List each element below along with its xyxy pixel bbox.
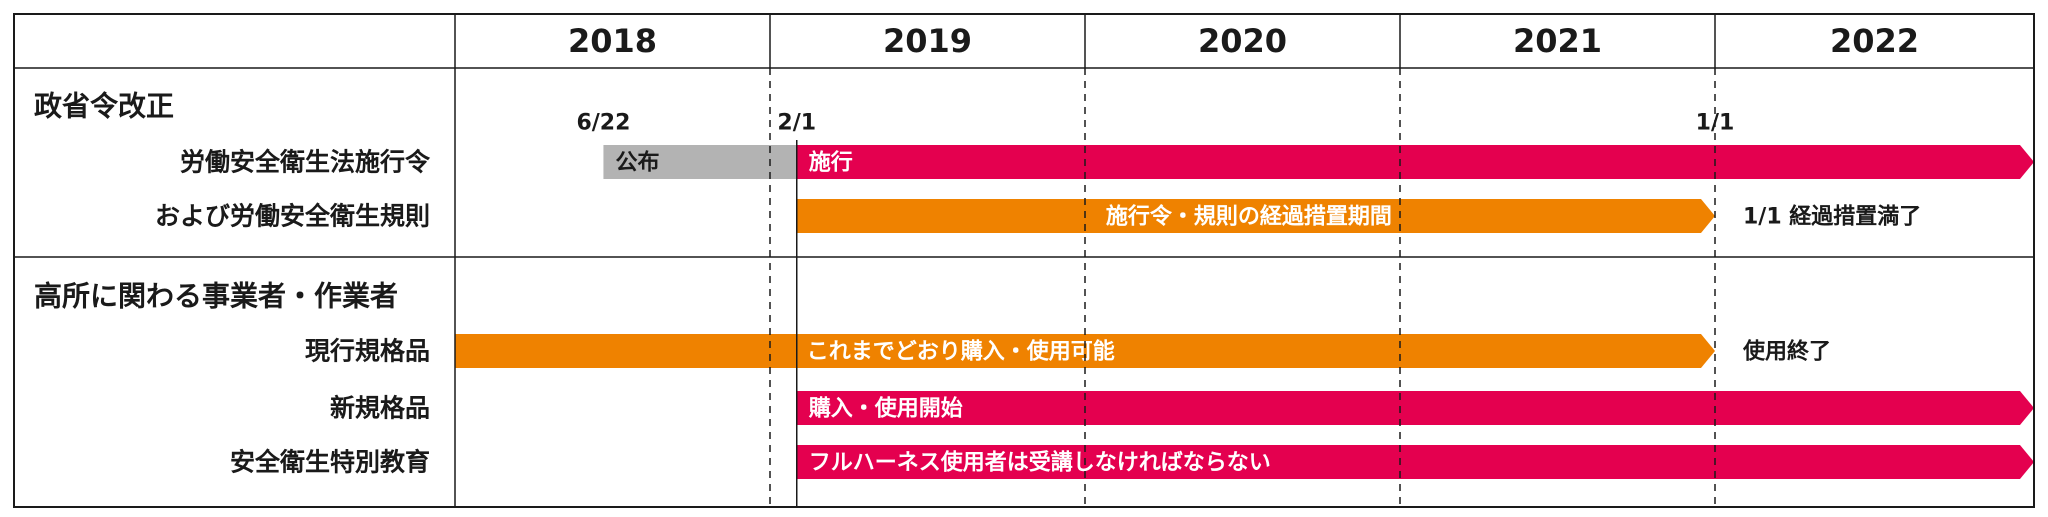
outer-frame: [13, 13, 2035, 508]
year-header: 2021: [1513, 22, 1602, 60]
timeline-bar: [796, 391, 2034, 425]
end-note: 1/1 経過措置満了: [1743, 204, 1921, 230]
milestone-date: 2/1: [777, 111, 816, 136]
year-header: 2022: [1830, 22, 1919, 60]
row-label: 現行規格品: [305, 337, 430, 366]
row-label: 労働安全衛生法施行令: [180, 148, 431, 177]
year-header: 2019: [883, 22, 972, 60]
year-header: 2018: [568, 22, 657, 60]
milestone-date: 6/22: [576, 111, 630, 136]
section-title: 政省令改正: [34, 90, 174, 123]
bar-label: 施行令・規則の経過措置期間: [1106, 204, 1392, 230]
row-label: 新規格品: [330, 394, 430, 423]
year-header: 2020: [1198, 22, 1287, 60]
row-label: 安全衛生特別教育: [230, 448, 430, 477]
bar-label: フルハーネス使用者は受講しなければならない: [809, 450, 1271, 476]
bar-label: 公布: [615, 150, 659, 176]
milestone-date: 1/1: [1696, 111, 1735, 136]
timeline-bar: [603, 145, 797, 179]
row-label: および労働安全衛生規則: [155, 202, 430, 231]
timeline-bar: [796, 145, 2034, 179]
section-title: 高所に関わる事業者・作業者: [34, 280, 398, 313]
timeline-bar: [796, 199, 1715, 233]
bar-label: 施行: [809, 150, 853, 176]
end-note: 使用終了: [1742, 339, 1831, 365]
bar-label: これまでどおり購入・使用可能: [807, 339, 1115, 365]
timeline-bar: [796, 445, 2034, 479]
bar-label: 購入・使用開始: [809, 396, 963, 422]
